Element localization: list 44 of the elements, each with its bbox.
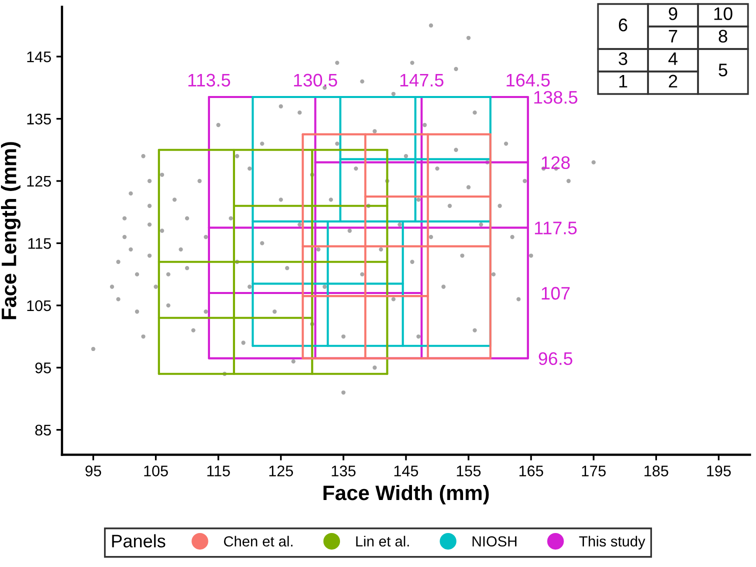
y2-tick-label: 107 xyxy=(542,286,570,300)
legend-label: Chen et al. xyxy=(224,536,292,547)
x-tick-label: 125 xyxy=(269,466,293,476)
x-tick-label: 95 xyxy=(85,466,102,476)
y-tick-label: 115 xyxy=(28,238,51,249)
y-tick-label: 95 xyxy=(35,362,51,374)
y2-tick-label: 128 xyxy=(542,156,570,170)
legend-label: This study xyxy=(579,536,646,550)
annotation: 5 xyxy=(718,64,728,76)
annotation: 7 xyxy=(668,30,678,42)
y-tick-label: 135 xyxy=(27,114,51,124)
x-tick-label: 195 xyxy=(707,466,731,476)
annotation: 3 xyxy=(618,52,628,66)
y-tick-label: 125 xyxy=(27,176,51,187)
x2-tick-label: 113.5 xyxy=(188,74,230,87)
y2-tick-label: 117.5 xyxy=(534,222,577,234)
y2-tick-label: 138.5 xyxy=(534,90,578,104)
legend-label: NIOSH xyxy=(472,536,516,547)
annotation: 9 xyxy=(668,7,678,20)
annotation: 4 xyxy=(668,52,678,65)
y-axis-title: Face Length (mm) xyxy=(1,142,21,320)
annotation: 8 xyxy=(718,30,728,43)
x-tick-label: 155 xyxy=(456,466,481,476)
x2-tick-label: 130.5 xyxy=(294,74,338,87)
x2-tick-label: 147.5 xyxy=(400,74,444,87)
x-tick-label: 105 xyxy=(144,466,168,476)
y2-tick-label: 96.5 xyxy=(538,352,572,366)
x-tick-label: 165 xyxy=(519,466,544,476)
x-tick-label: 175 xyxy=(582,466,606,476)
annotation: 2 xyxy=(668,74,678,88)
x2-tick-label: 164.5 xyxy=(506,74,550,87)
legend-title: Panels xyxy=(112,534,166,548)
x-axis-title: Face Width (mm) xyxy=(324,484,489,504)
annotation: 1 xyxy=(619,74,628,88)
y-tick-label: 105 xyxy=(27,300,51,312)
annotation: 6 xyxy=(618,18,628,32)
x-tick-label: 145 xyxy=(394,466,418,476)
y-tick-label: 145 xyxy=(27,52,51,62)
x-tick-label: 185 xyxy=(644,466,668,476)
y-tick-label: 85 xyxy=(35,424,51,436)
legend-label: Lin et al. xyxy=(356,536,409,547)
annotation: 10 xyxy=(714,7,732,20)
x-tick-label: 115 xyxy=(207,466,230,476)
x-tick-label: 135 xyxy=(332,466,356,476)
